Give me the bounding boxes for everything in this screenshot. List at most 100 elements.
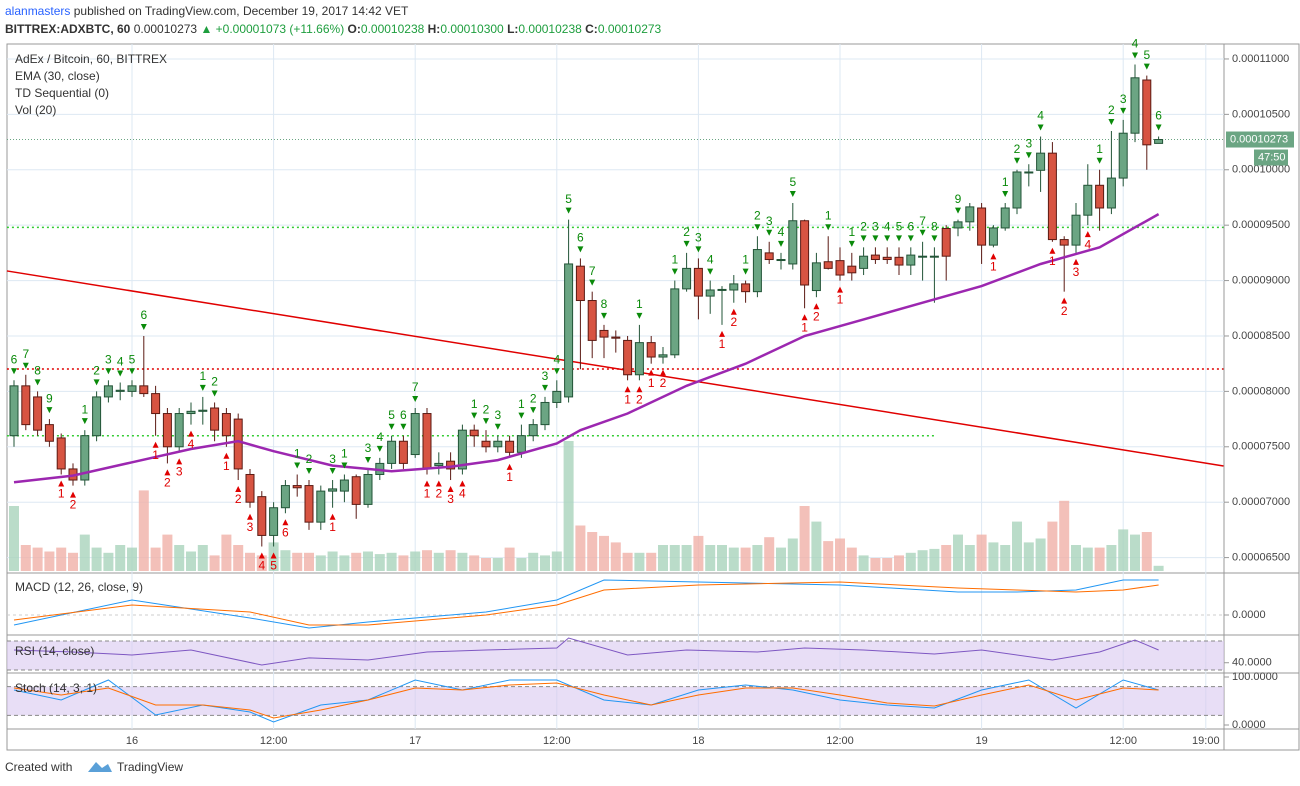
candle-body <box>398 440 408 464</box>
td-label: 1 <box>671 253 678 267</box>
published: published on TradingView.com, December 1… <box>74 4 409 18</box>
td-label: 5 <box>270 559 277 573</box>
td-arrow <box>742 268 749 275</box>
td-arrow <box>884 235 891 242</box>
y-tick-label: 0.0000 <box>1232 719 1266 731</box>
td-arrow <box>1061 297 1068 304</box>
td-label: 3 <box>247 520 254 534</box>
volume-bar <box>79 534 90 571</box>
x-tick-label: 17 <box>409 735 421 747</box>
td-label: 2 <box>683 225 690 239</box>
volume-bar <box>292 552 303 571</box>
c-value: 0.00010273 <box>598 22 662 36</box>
header-line: alanmasters published on TradingView.com… <box>5 4 409 18</box>
td-label: 1 <box>518 397 525 411</box>
volume-bar <box>669 545 680 571</box>
x-tick-label: 12:00 <box>826 735 854 747</box>
td-arrow <box>388 423 395 430</box>
td-label: 1 <box>81 402 88 416</box>
td-label: 3 <box>176 464 183 478</box>
td-label: 8 <box>931 220 938 234</box>
td-arrow <box>506 463 513 470</box>
td-label: 4 <box>459 487 466 501</box>
candle-body <box>847 265 857 274</box>
volume-bar <box>1141 532 1152 571</box>
frame <box>6 43 1300 751</box>
td-label: 1 <box>848 225 855 239</box>
x-tick-label: 12:00 <box>543 735 571 747</box>
candle-body <box>929 255 939 258</box>
td-label: 3 <box>695 231 702 245</box>
td-label: 1 <box>742 253 749 267</box>
td-arrow <box>695 246 702 253</box>
volume-bar <box>705 545 716 571</box>
td-arrow <box>707 268 714 275</box>
candle-body <box>457 429 467 470</box>
volume-bar <box>575 525 586 571</box>
td-label: 4 <box>778 225 785 239</box>
td-arrow <box>152 441 159 448</box>
stoch-title: Stoch (14, 3, 1) <box>15 681 97 695</box>
volume-bar <box>905 552 916 571</box>
legend: AdEx / Bitcoin, 60, BITTREX EMA (30, clo… <box>15 52 167 117</box>
candle-body <box>245 473 255 503</box>
layer-grid <box>7 44 1224 729</box>
td-arrow <box>294 462 301 469</box>
brand[interactable]: TradingView <box>117 760 183 774</box>
y-tick-label: 0.00008000 <box>1232 385 1290 397</box>
td-arrow <box>1108 118 1115 125</box>
td-label: 1 <box>58 487 65 501</box>
td-label: 1 <box>1002 175 1009 189</box>
td-label: 2 <box>306 452 313 466</box>
x-tick-label: 12:00 <box>1109 735 1137 747</box>
volume-bar <box>964 545 975 571</box>
volume-bar <box>410 551 421 571</box>
candle-body <box>823 261 833 269</box>
volume-bar <box>363 551 373 571</box>
td-arrow <box>235 486 242 493</box>
td-arrow <box>164 469 171 476</box>
volume-bar <box>917 550 928 571</box>
volume-bar <box>1035 538 1046 571</box>
y-tick-label: 100.0000 <box>1232 671 1278 683</box>
candle-body <box>363 473 373 505</box>
volume-bar <box>728 547 739 571</box>
td-arrow <box>518 412 525 419</box>
volume-bar <box>858 555 869 571</box>
td-arrow <box>907 235 914 242</box>
volume-bar <box>717 545 727 571</box>
candle-body <box>80 435 90 481</box>
candle-body <box>717 288 727 291</box>
volume-bar <box>44 551 55 571</box>
td-arrow <box>306 468 312 475</box>
candle-body <box>186 410 196 415</box>
td-arrow <box>483 418 489 425</box>
candle-body <box>1024 171 1034 174</box>
band <box>7 640 1224 670</box>
volume-bar <box>138 490 149 571</box>
candle-body <box>658 354 668 358</box>
symbol-line: BITTREX:ADXBTC, 60 0.00010273 ▲ +0.00001… <box>5 22 662 36</box>
candle-body <box>599 329 609 338</box>
td-label: 3 <box>365 441 372 455</box>
c-label: C: <box>585 22 598 36</box>
candle-body <box>611 336 621 339</box>
td-arrow <box>931 235 938 242</box>
volume-bar <box>1023 542 1034 571</box>
volume-bar <box>56 547 67 571</box>
candle-body <box>92 396 102 437</box>
volume-bar <box>492 558 503 571</box>
td-arrow <box>424 480 430 487</box>
td-label: 2 <box>164 476 171 490</box>
x-tick-label: 16 <box>126 735 138 747</box>
rsi-line <box>13 637 1159 666</box>
candle-body <box>965 206 975 223</box>
candle-body <box>33 396 43 431</box>
td-label: 9 <box>955 192 962 206</box>
td-label: 3 <box>105 352 112 366</box>
td-label: 3 <box>329 452 336 466</box>
td-arrow <box>990 253 997 260</box>
candle-body <box>776 259 786 262</box>
